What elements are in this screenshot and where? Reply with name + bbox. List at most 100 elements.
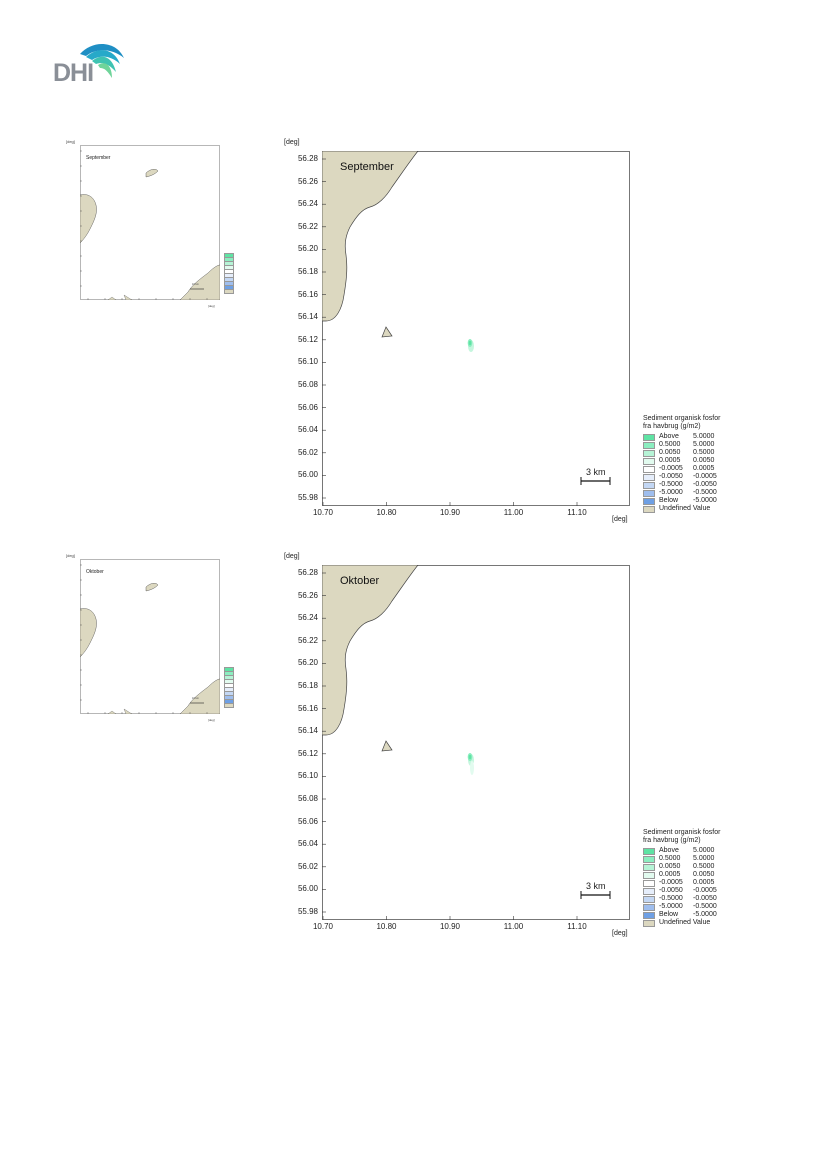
x-tick-label: 11.00 bbox=[503, 508, 524, 517]
x-tick-label: 10.70 bbox=[312, 922, 334, 931]
legend-entry-value: 5.0000 bbox=[693, 433, 715, 440]
legend-entry: 0.0050 0.5000 bbox=[643, 863, 733, 871]
map-panel-2: 10 km Oktober [deg] [deg] [deg] [deg] Oktober 3… bbox=[0, 0, 827, 937]
legend-entry-label: 0.5000 bbox=[659, 441, 681, 448]
y-tick-label: 56.22 bbox=[297, 635, 318, 645]
y-tick-label: 56.20 bbox=[297, 244, 318, 254]
y-tick-label: 56.20 bbox=[297, 658, 318, 668]
legend-entry: 0.0005 0.0050 bbox=[643, 871, 733, 879]
land-coast bbox=[321, 150, 419, 322]
legend-entry-label: Undefined Value bbox=[659, 919, 711, 926]
legend-entry-label: Above bbox=[659, 847, 679, 854]
legend-entry: -0.0050 -0.0005 bbox=[643, 473, 733, 481]
legend-swatch bbox=[643, 473, 655, 481]
legend-entry-value: 5.0000 bbox=[693, 855, 715, 862]
legend-title-line-1: Sediment organisk fosfor bbox=[643, 829, 721, 836]
x-tick-label: 10.90 bbox=[439, 508, 461, 517]
thumb-title: Oktober bbox=[86, 569, 104, 575]
legend-entry-label: Below bbox=[659, 497, 679, 504]
land-island bbox=[381, 326, 393, 338]
y-tick-label: 56.00 bbox=[297, 884, 318, 894]
legend-entry-value: 0.0005 bbox=[693, 879, 715, 886]
legend-entry-value: 5.0000 bbox=[693, 441, 715, 448]
y-axis-unit: [deg] bbox=[284, 139, 300, 146]
sediment-plume bbox=[467, 339, 474, 352]
legend-entry: -0.5000 -0.0050 bbox=[643, 481, 733, 489]
legend-title-line-2: fra havbrug (g/m2) bbox=[643, 423, 701, 430]
overview-thumbnail bbox=[79, 559, 221, 715]
legend-entry-label: 0.0005 bbox=[659, 871, 681, 878]
y-tick-label: 56.06 bbox=[297, 402, 318, 412]
y-tick-label: 55.98 bbox=[297, 907, 318, 916]
y-tick-label: 56.14 bbox=[297, 312, 318, 322]
legend-entry-undefined: Undefined Value bbox=[643, 505, 733, 513]
legend-swatch bbox=[643, 441, 655, 449]
dhi-wave-icon bbox=[80, 43, 124, 78]
land-coast bbox=[321, 564, 419, 736]
dhi-logo: DHI bbox=[50, 38, 130, 87]
legend-entry: Above 5.0000 bbox=[643, 433, 733, 441]
legend-entry-label: Undefined Value bbox=[659, 505, 711, 512]
legend-entry-value: -0.5000 bbox=[693, 903, 717, 910]
y-tick-label: 56.02 bbox=[297, 447, 318, 457]
legend-entry: -0.0005 0.0005 bbox=[643, 879, 733, 887]
thumb-island bbox=[145, 583, 159, 592]
y-tick-label: 56.06 bbox=[297, 816, 318, 826]
x-tick-label: 10.80 bbox=[376, 922, 397, 931]
legend-swatch bbox=[643, 895, 655, 903]
y-tick-label: 56.12 bbox=[297, 334, 318, 344]
legend-swatch bbox=[643, 911, 655, 919]
sediment-plume bbox=[467, 753, 474, 775]
legend-entry-value: -0.0005 bbox=[693, 473, 717, 480]
legend-entry-label: Below bbox=[659, 911, 679, 918]
legend-entry-label: -5.0000 bbox=[659, 489, 683, 496]
legend: Sediment organisk fosfor fra havbrug (g/m… bbox=[643, 829, 733, 927]
y-tick-label: 56.24 bbox=[297, 199, 318, 209]
thumb-land-southeast bbox=[179, 678, 221, 715]
x-tick-label: 11.10 bbox=[567, 922, 587, 931]
thumb-scale-bar-label: 10 km bbox=[192, 283, 199, 286]
legend-entry-label: 0.0050 bbox=[659, 449, 681, 456]
y-tick-label: 56.16 bbox=[297, 703, 318, 713]
legend-swatch bbox=[643, 457, 655, 465]
legend-entry: Below -5.0000 bbox=[643, 911, 733, 919]
legend-swatch bbox=[643, 847, 655, 855]
legend-entry-value: 0.0005 bbox=[693, 465, 715, 472]
legend-entry: 0.0050 0.5000 bbox=[643, 449, 733, 457]
legend-entry-value: 0.5000 bbox=[693, 863, 715, 870]
legend-entry-undefined: Undefined Value bbox=[643, 919, 733, 927]
y-tick-label: 56.12 bbox=[297, 748, 318, 758]
legend-entry-value: 0.0050 bbox=[693, 457, 715, 464]
thumb-title: September bbox=[86, 155, 111, 161]
legend-entry-label: Above bbox=[659, 433, 679, 440]
legend-swatch bbox=[643, 481, 655, 489]
legend-title-line-2: fra havbrug (g/m2) bbox=[643, 837, 701, 844]
legend-entry-label: -0.0050 bbox=[659, 473, 683, 480]
legend-entry: Above 5.0000 bbox=[643, 847, 733, 855]
legend-swatch bbox=[643, 879, 655, 887]
map-panel-1: 10 km September [deg] [deg] [deg] [deg] Septem… bbox=[0, 0, 827, 523]
x-tick-label: 10.90 bbox=[439, 922, 461, 931]
scale-bar-label: 3 km bbox=[586, 881, 606, 891]
legend-swatch bbox=[643, 449, 655, 457]
legend-swatch bbox=[643, 489, 655, 497]
legend-entry-label: -0.5000 bbox=[659, 481, 683, 488]
map-title: September bbox=[340, 161, 394, 173]
thumb-island bbox=[145, 169, 159, 178]
legend-entry-value: -5.0000 bbox=[693, 497, 717, 504]
x-axis-unit: [deg] bbox=[612, 930, 628, 937]
y-tick-label: 56.18 bbox=[297, 267, 318, 276]
y-tick-label: 56.14 bbox=[297, 726, 318, 736]
y-tick-label: 56.04 bbox=[297, 839, 318, 849]
map-frame bbox=[322, 565, 630, 920]
x-tick-label: 11.10 bbox=[567, 508, 587, 517]
map-frame bbox=[322, 151, 630, 506]
legend-swatch bbox=[643, 465, 655, 473]
legend-title-line-1: Sediment organisk fosfor bbox=[643, 415, 721, 422]
scale-bar-label: 3 km bbox=[586, 467, 606, 477]
legend-entry: -0.5000 -0.0050 bbox=[643, 895, 733, 903]
main-map bbox=[321, 564, 630, 920]
legend-entry-value: 0.0050 bbox=[693, 871, 715, 878]
legend-entry-label: -0.0050 bbox=[659, 887, 683, 894]
legend-swatch bbox=[643, 919, 655, 927]
